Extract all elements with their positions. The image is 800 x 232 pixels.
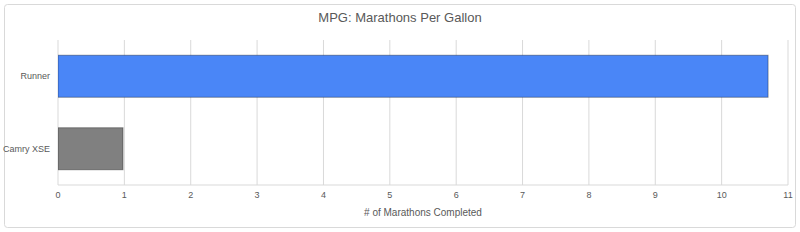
- tick-label: 4: [321, 190, 326, 200]
- x-axis-line: [58, 185, 788, 186]
- bar: [58, 55, 768, 97]
- tick-label: 11: [783, 190, 792, 200]
- category-label: Runner: [20, 71, 50, 81]
- tick-label: 7: [520, 190, 525, 200]
- tick-label: 2: [188, 190, 193, 200]
- chart-svg: MPG: Marathons Per Gallon 0 1 2 3 4 5 6 7 8 9 10 11 R…: [0, 0, 800, 232]
- grid-line: [788, 40, 789, 185]
- chart-container: MPG: Marathons Per Gallon 0 1 2 3 4 5 6 7 8 9 10 11 R…: [0, 0, 800, 232]
- tick-label: 1: [122, 190, 127, 200]
- x-axis-title: # of Marathons Completed: [364, 207, 482, 218]
- bar: [58, 128, 123, 170]
- chart-title: MPG: Marathons Per Gallon: [318, 10, 481, 25]
- category-label: Camry XSE: [3, 144, 50, 154]
- chart-frame: [5, 5, 796, 228]
- tick-label: 10: [717, 190, 727, 200]
- tick-label: 8: [586, 190, 591, 200]
- tick-label: 0: [55, 190, 60, 200]
- tick-label: 9: [653, 190, 658, 200]
- grid: [58, 40, 788, 185]
- tick-label: 5: [387, 190, 392, 200]
- bars: [58, 55, 768, 170]
- tick-label: 3: [255, 190, 260, 200]
- tick-label: 6: [454, 190, 459, 200]
